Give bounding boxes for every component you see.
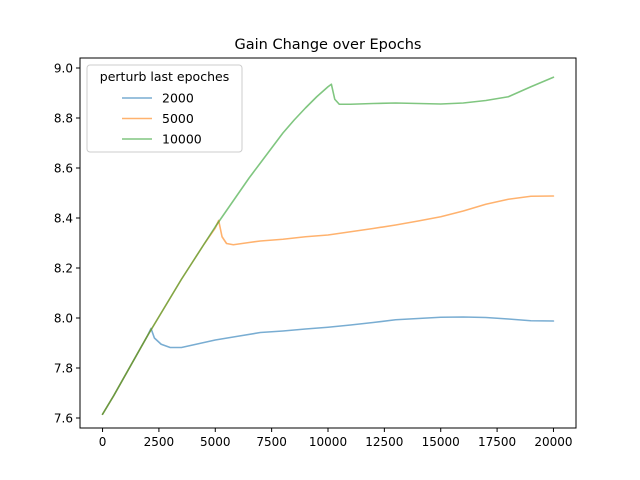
y-tick-label: 9.0 (54, 62, 73, 76)
x-tick-label: 5000 (200, 435, 231, 449)
y-tick-label: 8.4 (54, 212, 73, 226)
x-tick-label: 0 (99, 435, 107, 449)
y-tick-label: 8.0 (54, 312, 73, 326)
legend-items: 2000 5000 10000 (122, 91, 202, 147)
y-tick-label: 7.6 (54, 412, 73, 426)
x-tick-label: 20000 (534, 435, 572, 449)
y-tick-label: 8.8 (54, 112, 73, 126)
x-tick-label: 12500 (365, 435, 403, 449)
legend: perturb last epoches 2000 5000 10000 (86, 64, 243, 153)
series-line-5000 (101, 195, 555, 416)
series-line-10000 (101, 76, 555, 416)
y-tick-label: 8.6 (54, 162, 73, 176)
x-tick-label: 7500 (256, 435, 287, 449)
legend-label-2000: 2000 (162, 91, 194, 106)
series-line-2000 (101, 316, 555, 416)
plot-lines (101, 76, 555, 416)
x-tick-label: 17500 (478, 435, 516, 449)
chart-title: Gain Change over Epochs (235, 37, 422, 53)
legend-frame (86, 64, 243, 153)
y-axis: 7.6 7.8 8.0 8.2 8.4 8.6 8.8 9.0 (54, 62, 80, 426)
x-tick-label: 10000 (309, 435, 347, 449)
y-tick-label: 8.2 (54, 262, 73, 276)
legend-label-5000: 5000 (162, 111, 194, 126)
legend-label-10000: 10000 (162, 132, 202, 147)
x-tick-label: 15000 (422, 435, 460, 449)
legend-title: perturb last epoches (100, 69, 229, 84)
x-axis: 0 2500 5000 7500 10000 12500 15000 17500 20000 (99, 428, 573, 449)
y-tick-label: 7.8 (54, 362, 73, 376)
x-tick-label: 2500 (144, 435, 175, 449)
